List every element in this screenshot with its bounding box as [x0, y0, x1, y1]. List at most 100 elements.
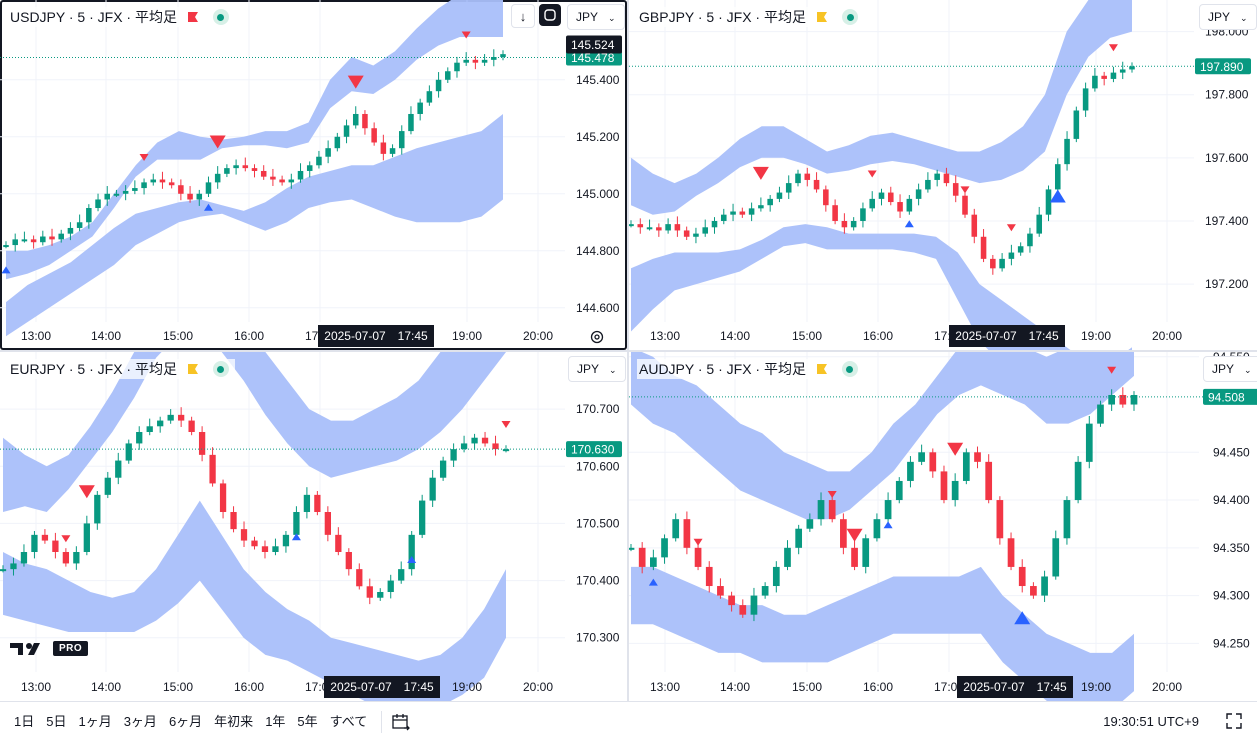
buy-signal-icon — [1014, 611, 1031, 625]
flag-icon[interactable] — [816, 363, 828, 375]
candle — [918, 452, 925, 462]
candle — [1036, 214, 1043, 234]
flag-icon[interactable] — [816, 11, 828, 23]
chart-pane-eurjpy[interactable]: 170.700 170.600 170.500 170.400 170.300 170.6… — [0, 352, 627, 701]
currency-select[interactable]: JPY ⌄ — [1199, 4, 1257, 30]
sync-icon[interactable] — [539, 4, 561, 26]
candle — [1129, 66, 1135, 70]
candle — [316, 156, 322, 166]
candle — [999, 258, 1005, 269]
candle — [178, 185, 184, 194]
candle — [925, 179, 931, 190]
sell-signal-icon — [947, 442, 964, 456]
candle — [481, 59, 488, 63]
candle — [1085, 423, 1093, 462]
candle — [270, 176, 276, 180]
clock-timezone[interactable]: 19:30:51 UTC+9 — [1103, 714, 1199, 729]
y-axis-label: 170.500 — [576, 516, 620, 530]
candle — [49, 236, 55, 240]
range-button[interactable]: 3ヶ月 — [123, 714, 157, 729]
chart-canvas[interactable]: 170.700 170.600 170.500 170.400 170.300 170.6… — [0, 352, 627, 701]
x-axis-label: 14:00 — [720, 329, 750, 343]
symbol-title-text: EURJPY · 5 · JFX · 平均足 — [10, 361, 177, 377]
candle — [132, 188, 138, 191]
x-axis-label: 15:00 — [163, 329, 193, 343]
candle — [1054, 164, 1061, 190]
y-axis-label: 197.600 — [1205, 151, 1249, 165]
candle — [739, 211, 746, 215]
calendar-goto-icon[interactable] — [390, 711, 412, 733]
pane-divider-horizontal[interactable] — [0, 350, 1257, 352]
bottom-toolbar: 1日 5日 1ヶ月 3ヶ月 6ヶ月 年初来 1年 5年 すべて 19:30:51 UTC+9 — [0, 701, 1257, 742]
x-axis-label: 16:00 — [234, 680, 264, 694]
chart-canvas[interactable]: 94.55094.45094.40094.35094.30094.25094.5… — [629, 352, 1257, 701]
symbol-title-text: GBPJPY · 5 · JFX · 平均足 — [639, 9, 806, 25]
y-axis-label: 197.200 — [1205, 277, 1249, 291]
candle — [711, 220, 718, 228]
candle — [817, 500, 825, 520]
candle — [214, 173, 221, 183]
y-axis-label: 94.350 — [1213, 541, 1250, 555]
candle — [52, 540, 59, 552]
time-tooltip — [318, 325, 434, 347]
arrow-down-icon[interactable]: ↓ — [511, 4, 535, 28]
symbol-title[interactable]: EURJPY · 5 · JFX · 平均足 — [8, 359, 235, 379]
chart-pane-audjpy[interactable]: 94.55094.45094.40094.35094.30094.25094.5… — [629, 352, 1257, 701]
candle — [419, 500, 426, 535]
candle — [389, 148, 396, 154]
candle — [1030, 586, 1037, 596]
market-open-icon — [842, 9, 858, 25]
symbol-title[interactable]: USDJPY · 5 · JFX · 平均足 — [8, 7, 235, 27]
candle — [862, 538, 870, 567]
candle — [1130, 394, 1138, 405]
currency-select[interactable]: JPY ⌄ — [1203, 356, 1257, 382]
candle — [20, 552, 28, 564]
x-axis-label: 14:00 — [91, 329, 121, 343]
range-button[interactable]: 5日 — [46, 714, 67, 729]
flag-icon[interactable] — [187, 363, 199, 375]
candle — [472, 59, 479, 63]
fullscreen-icon[interactable] — [1225, 712, 1243, 730]
x-axis-label: 15:00 — [792, 680, 822, 694]
symbol-title[interactable]: AUDJPY · 5 · JFX · 平均足 — [637, 359, 864, 379]
chart-pane-usdjpy[interactable]: 145.400 145.200 145.000 144.800 144.600 145.4… — [0, 0, 627, 350]
x-axis-label: 13:00 — [650, 680, 680, 694]
sell-signal-icon — [347, 75, 364, 89]
range-button[interactable]: 5年 — [297, 714, 318, 729]
lower-band — [631, 224, 1132, 350]
range-button[interactable]: 年初来 — [214, 714, 254, 729]
candle — [860, 208, 866, 221]
chart-pane-gbpjpy[interactable]: 198.000 197.800 197.600 197.400 197.200 197.8… — [629, 0, 1257, 350]
sell-signal-icon — [827, 490, 837, 498]
currency-label: JPY — [576, 10, 599, 24]
range-button[interactable]: 1日 — [14, 714, 35, 729]
time-tooltip-label: 2025-07-07 17:45 — [955, 329, 1059, 343]
currency-select[interactable]: JPY ⌄ — [568, 356, 626, 382]
sell-signal-icon — [960, 186, 970, 194]
chart-canvas[interactable]: 198.000197.800197.600197.400197.200197.8… — [629, 0, 1257, 350]
symbol-title[interactable]: GBPJPY · 5 · JFX · 平均足 — [637, 7, 864, 27]
candle — [776, 192, 783, 199]
range-button[interactable]: 1年 — [265, 714, 286, 729]
crosshair-price-label: 145.524 — [571, 38, 615, 52]
candle — [417, 102, 423, 114]
candle — [159, 179, 166, 183]
last-price-tag — [566, 441, 622, 458]
currency-select[interactable]: JPY ⌄ — [567, 4, 625, 30]
range-button[interactable]: すべて — [329, 714, 368, 729]
flag-icon[interactable] — [187, 11, 199, 23]
candle — [362, 113, 368, 129]
date-range-group: 1日 5日 1ヶ月 3ヶ月 6ヶ月 年初来 1年 5年 すべて — [8, 708, 373, 736]
gear-icon[interactable] — [589, 329, 605, 345]
candle — [895, 480, 903, 501]
chart-canvas[interactable]: 145.400 145.200 145.000 144.800 144.600 145.4… — [0, 0, 627, 350]
candle — [12, 239, 18, 246]
candle — [1041, 576, 1048, 596]
candle — [850, 220, 857, 228]
range-button[interactable]: 6ヶ月 — [168, 714, 203, 729]
range-button[interactable]: 1ヶ月 — [78, 714, 112, 729]
buy-signal-icon — [291, 533, 301, 541]
candle — [408, 113, 414, 132]
candle — [962, 195, 968, 215]
candle — [878, 192, 885, 199]
